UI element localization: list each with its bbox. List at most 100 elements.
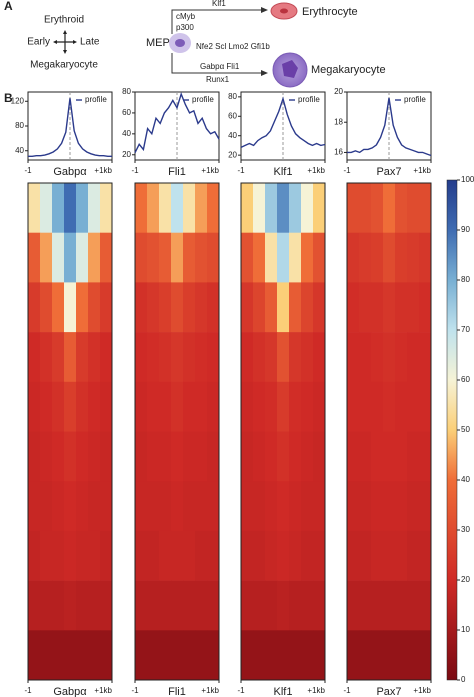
y-tick-label: 40 — [122, 129, 131, 138]
heatmap-cell — [52, 630, 65, 681]
heatmap-cell — [313, 481, 326, 532]
x-axis-label: Klf1 — [274, 686, 293, 697]
heatmap-cell — [289, 381, 302, 432]
heatmap-cell — [88, 282, 101, 333]
node-label: MEP — [146, 37, 170, 49]
colorbar-tick-label: 20 — [461, 575, 470, 584]
heatmap-cell — [88, 481, 101, 532]
heatmap-cell — [147, 530, 160, 581]
heatmap-cell — [171, 580, 184, 631]
heatmap-cell — [265, 431, 278, 482]
heatmap-cell — [371, 530, 384, 581]
heatmap-cell — [419, 630, 432, 681]
heatmap-cell — [395, 183, 408, 233]
heatmap-cell — [28, 232, 41, 283]
heatmap-cell — [383, 232, 396, 283]
heatmap-cell — [64, 381, 77, 432]
heatmap-cell — [40, 232, 53, 283]
heatmap-cell — [52, 381, 65, 432]
heatmap-cell — [253, 183, 266, 233]
heatmap-cell — [407, 183, 420, 233]
heatmap-cell — [383, 431, 396, 482]
colorbar — [446, 179, 458, 681]
heatmap-cell — [395, 580, 408, 631]
heatmap-cell — [301, 630, 314, 681]
y-tick-label: 16 — [334, 148, 343, 157]
heatmap-cell — [265, 183, 278, 233]
heatmap-cell — [241, 530, 254, 581]
heatmap-cell — [207, 431, 220, 482]
heatmap-cell — [28, 481, 41, 532]
heatmap-cell — [147, 630, 160, 681]
heatmap-cell — [241, 183, 254, 233]
heatmap-frame — [346, 182, 432, 681]
x-axis-label: Fli1 — [168, 166, 186, 178]
heatmap-cell — [419, 580, 432, 631]
axis-label: Megakaryocyte — [30, 60, 98, 71]
colorbar-tick-label: 30 — [461, 525, 470, 534]
heatmap-cell — [347, 183, 360, 233]
heatmap-cell — [195, 580, 208, 631]
heatmap-cell — [301, 332, 314, 383]
heatmap-cell — [371, 332, 384, 383]
x-tick-label: +1kb — [413, 686, 431, 695]
heatmap-cell — [301, 282, 314, 333]
heatmap-cell — [159, 232, 172, 283]
x-tick-label: +1kb — [307, 166, 325, 175]
heatmap-cell — [419, 183, 432, 233]
heatmap-cell — [359, 183, 372, 233]
heatmap-cell — [183, 530, 196, 581]
heatmap-cell — [347, 282, 360, 333]
heatmap-cell — [135, 183, 148, 233]
colorbar-tick-label: 90 — [461, 225, 470, 234]
heatmap-cell — [171, 282, 184, 333]
heatmap-cell — [395, 630, 408, 681]
x-tick-label: +1kb — [94, 686, 112, 695]
heatmap-cell — [100, 381, 113, 432]
heatmap-cell — [147, 481, 160, 532]
heatmap-cell — [383, 282, 396, 333]
arrow — [171, 9, 262, 34]
mep-nucleus — [175, 39, 185, 47]
x-axis-label: Pax7 — [376, 686, 401, 697]
heatmap-cell — [359, 332, 372, 383]
heatmap-cell — [277, 282, 290, 333]
heatmap-cell — [52, 431, 65, 482]
heatmap-cell — [171, 381, 184, 432]
heatmap-cell — [241, 431, 254, 482]
heatmap-cell — [301, 431, 314, 482]
heatmap-cell — [277, 630, 290, 681]
heatmap-cell — [76, 282, 89, 333]
heatmap-cell — [76, 232, 89, 283]
heatmap-cell — [171, 431, 184, 482]
heatmap-cell — [289, 580, 302, 631]
heatmap-cell — [28, 530, 41, 581]
heatmap-cell — [52, 580, 65, 631]
heatmap-cell — [407, 630, 420, 681]
heatmap-cell — [147, 282, 160, 333]
heatmap-cell — [135, 481, 148, 532]
heatmap-cell — [419, 481, 432, 532]
profile-line — [240, 96, 326, 149]
x-tick-label: -1 — [24, 686, 32, 695]
heatmap-cell — [289, 431, 302, 482]
heatmap-cell — [371, 232, 384, 283]
x-tick-label: +1kb — [201, 166, 219, 175]
panel-label: A — [4, 0, 13, 13]
heatmap-cell — [313, 431, 326, 482]
heatmap-cell — [64, 431, 77, 482]
heatmap-cell — [76, 381, 89, 432]
colorbar-tick-label: 0 — [461, 675, 466, 684]
heatmap-cell — [147, 431, 160, 482]
heatmap-cell — [159, 381, 172, 432]
heatmap-cell — [265, 381, 278, 432]
heatmap-cell — [347, 580, 360, 631]
heatmap-cell — [100, 183, 113, 233]
heatmap-cell — [407, 332, 420, 383]
heatmap-cell — [135, 431, 148, 482]
arrow-heads — [53, 30, 77, 54]
heatmap-cell — [313, 183, 326, 233]
heatmap-cell — [359, 282, 372, 333]
heatmap-cell — [159, 630, 172, 681]
axis-label: Erythroid — [44, 15, 84, 26]
